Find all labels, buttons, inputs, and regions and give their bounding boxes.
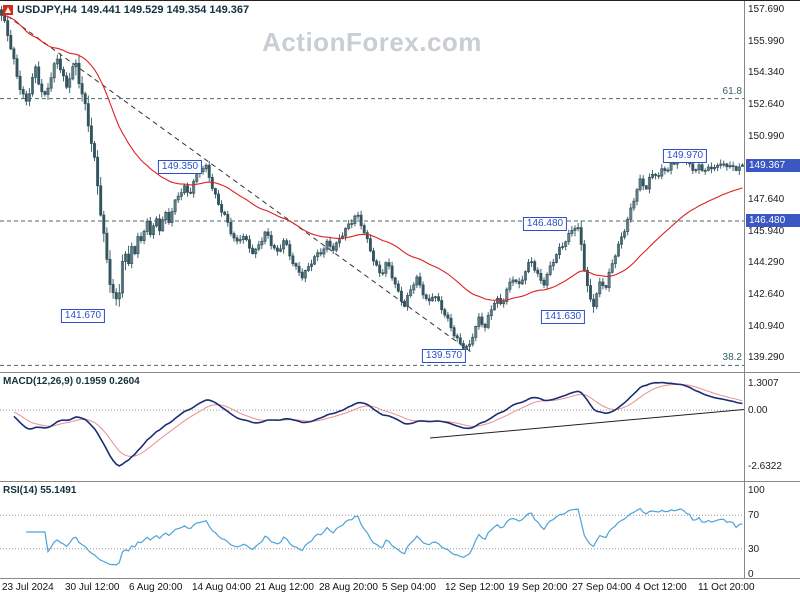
macd-line: [13, 381, 743, 467]
symbol-label: USDJPY,H4: [17, 4, 77, 16]
candlesticks: [0, 5, 744, 353]
macd-trendline: [429, 408, 745, 439]
rsi-label: RSI(14) 55.1491: [3, 485, 77, 496]
macd-label: MACD(12,26,9) 0.1959 0.2604: [3, 376, 140, 387]
macd-signal-line: [13, 384, 743, 457]
ma-line: [1, 14, 743, 301]
fibonacci-level-lines: [0, 98, 744, 366]
chart-header: USDJPY,H4 149.441 149.529 149.354 149.36…: [3, 4, 249, 16]
ohlc-values: 149.441 149.529 149.354 149.367: [80, 4, 250, 16]
actionforex-logo-icon: [3, 5, 13, 15]
watermark: ActionForex.com: [262, 27, 482, 57]
rsi-line: [26, 507, 743, 566]
panel-borders: [0, 1, 800, 579]
falling-trendline: [0, 10, 473, 354]
candle-wicks: [1, 5, 743, 353]
